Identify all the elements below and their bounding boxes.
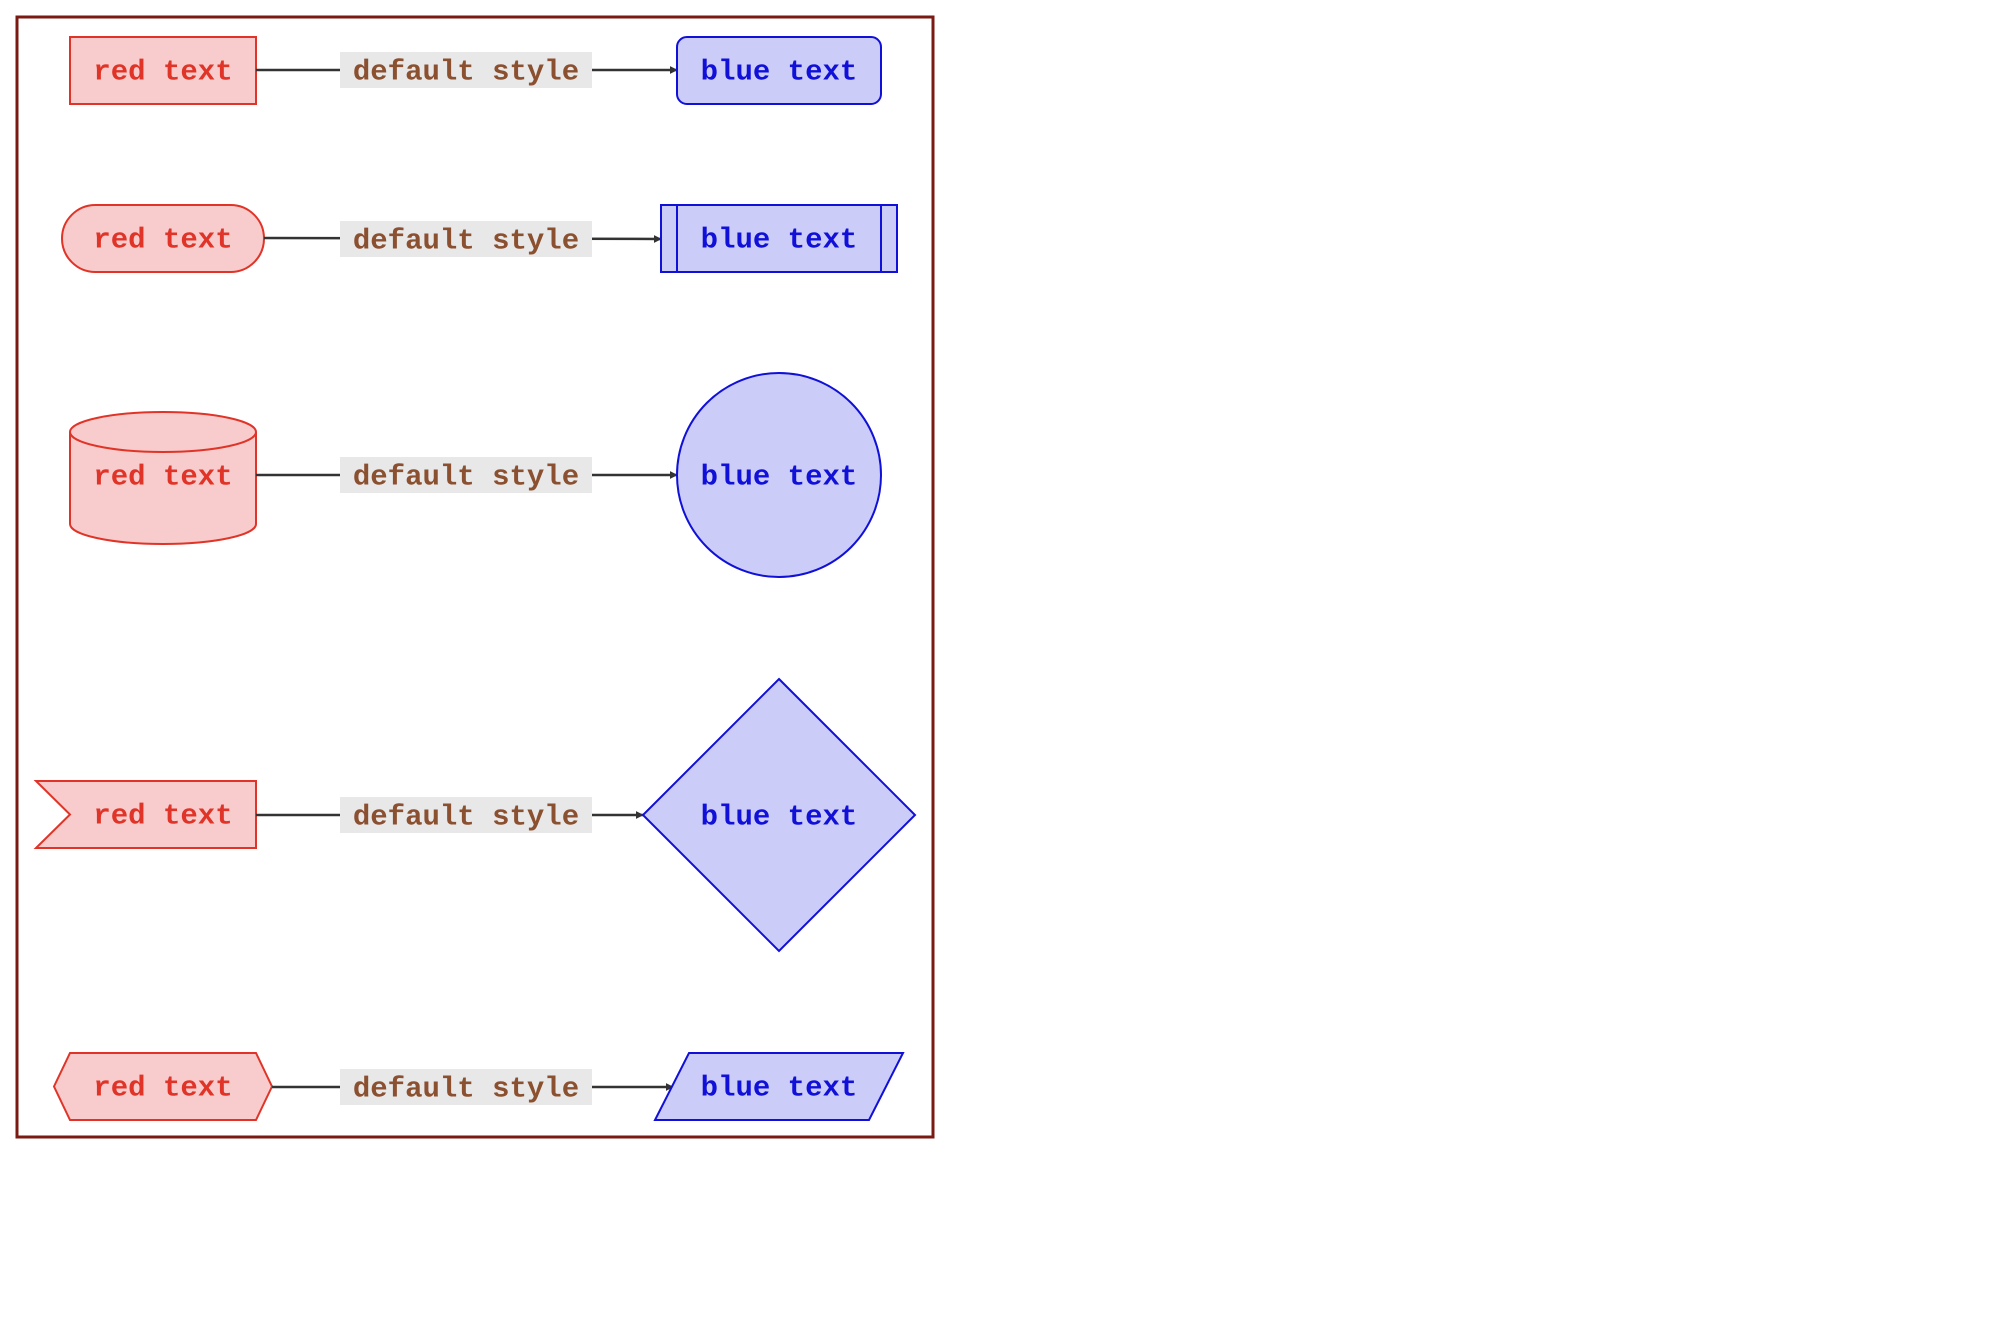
edge-label-background (340, 457, 592, 493)
flow-row: red text default style blue text (52, 1052, 905, 1121)
target-node-circle[interactable] (676, 372, 882, 578)
target-node-label: blue text (701, 461, 858, 494)
target-node-rounded-rectangle[interactable] (676, 36, 882, 105)
edge-label: default style (353, 801, 579, 834)
cylinder-top-rim (69, 431, 257, 453)
target-node-label: blue text (701, 56, 858, 89)
source-node-label: red text (93, 1072, 232, 1105)
edge-label-background (340, 52, 592, 88)
edge-label: default style (353, 56, 579, 89)
flow-row: red text default style blue text (33, 677, 917, 953)
source-node-cylinder[interactable] (69, 411, 257, 545)
target-node-label: blue text (701, 801, 858, 834)
flow-row: red text default style blue text (61, 204, 898, 273)
edge-label: default style (353, 461, 579, 494)
flow-row: red text default style blue text (69, 372, 882, 578)
source-node-hexagon[interactable] (52, 1052, 274, 1121)
source-node-rectangle[interactable] (69, 36, 257, 105)
source-node-label: red text (93, 56, 232, 89)
edge-label-background (340, 221, 592, 257)
source-node-label: red text (93, 224, 232, 257)
target-node-label: blue text (701, 1072, 858, 1105)
target-node-subroutine[interactable] (660, 204, 898, 273)
target-node-parallelogram[interactable] (653, 1052, 905, 1121)
diagram-frame (15, 15, 935, 1139)
edge-label: default style (353, 225, 579, 258)
flow-row: red text default style blue text (69, 36, 882, 105)
source-node-label: red text (93, 800, 232, 833)
source-node-asymmetric[interactable] (33, 780, 257, 849)
source-node-label: red text (93, 461, 232, 494)
edge-label: default style (353, 1073, 579, 1106)
edge-label-background (340, 797, 592, 833)
target-node-rhombus[interactable] (641, 677, 917, 953)
target-node-label: blue text (701, 224, 858, 257)
edge-label-background (340, 1069, 592, 1105)
